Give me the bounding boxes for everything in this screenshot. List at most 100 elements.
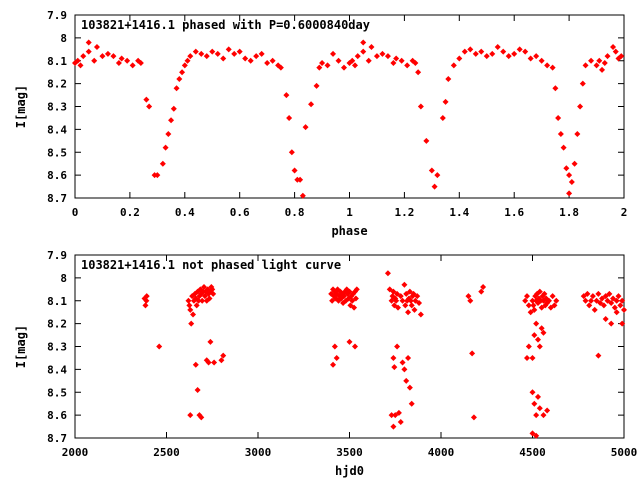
data-point [414,293,421,300]
data-point [401,281,408,288]
data-point [551,302,558,309]
data-point [288,149,295,156]
data-point [80,53,87,60]
data-point [407,297,414,304]
data-point [397,418,404,425]
data-point [168,117,175,124]
data-point [351,62,358,69]
data-point [192,361,199,368]
y-tick-label: 8 [60,272,67,285]
data-point [544,62,551,69]
data-point [500,48,507,55]
x-tick-label: 2500 [153,446,180,459]
data-point [156,343,163,350]
data-point [398,57,405,64]
data-point [461,48,468,55]
data-point [210,290,217,297]
data-point [505,53,512,60]
data-point [390,60,397,67]
data-point [540,329,547,336]
data-point [549,293,556,300]
data-point [403,377,410,384]
data-point [555,114,562,121]
data-point [618,53,625,60]
data-point [621,306,627,313]
data-point [203,53,210,60]
data-point [352,295,359,302]
chart-title: 103821+1416.1 phased with P=0.6000840day [81,18,370,32]
data-point [399,297,406,304]
x-axis-label: hjd0 [335,464,364,478]
data-point [162,144,169,151]
data-point [405,354,412,361]
data-point [416,300,423,307]
data-point [93,44,100,51]
chart-panel-2: 2000 2500 3000 3500 4000 4500 5000 7.9 8 8.1 8.2 8.… [14,249,637,478]
data-point [525,302,532,309]
data-point [390,423,397,430]
y-axis-label: I[mag] [14,325,28,368]
data-point [390,354,397,361]
data-point [529,297,536,304]
y-tick-label: 8 [60,32,67,45]
data-point [596,57,603,64]
x-tick-label: 5000 [611,446,638,459]
y-tick-label: 8.6 [47,169,67,182]
y-tick-label: 8.4 [47,123,67,136]
data-point [593,62,600,69]
data-point [209,48,216,55]
data-point [601,60,608,67]
data-point [612,48,619,55]
data-point [283,92,290,99]
data-point [118,55,125,62]
chart-title: 103821+1416.1 not phased light curve [81,258,341,272]
data-point [360,48,367,55]
data-point [185,297,192,304]
data-point [406,384,413,391]
data-point [393,297,400,304]
data-point [143,293,150,300]
y-tick-label: 8.1 [47,295,67,308]
data-point [595,290,602,297]
data-point [552,85,559,92]
data-point [467,46,474,53]
x-tick-label: 0.8 [285,206,305,219]
data-point [579,80,586,87]
data-point [533,320,540,327]
data-point [353,286,360,293]
data-point [417,103,424,110]
data-point [214,50,221,57]
data-point [193,302,200,309]
data-point [456,55,463,62]
data-point [527,55,534,62]
data-point [85,39,92,46]
x-axis-label: phase [331,224,367,238]
data-point [308,101,315,108]
data-point [181,62,188,69]
data-point [333,354,340,361]
data-point [533,412,540,419]
y-tick-label: 8.5 [47,386,67,399]
data-point [557,130,564,137]
y-tick-label: 7.9 [47,249,67,262]
data-point [415,69,422,76]
x-tick-label: 1.4 [449,206,469,219]
data-point [402,302,409,309]
chart-panel-1: 0 0.2 0.4 0.6 0.8 1 1.2 1.4 1.6 1.8 2 7.9 8 8.1 8.2 8.3… [14,9,627,238]
data-point [534,336,541,343]
data-point [236,48,243,55]
data-point [335,57,342,64]
data-point [316,64,323,71]
data-point [588,297,595,304]
data-point [384,270,391,277]
data-point [423,137,430,144]
data-point [313,82,320,89]
data-point [297,176,304,183]
data-point [540,412,547,419]
data-point [571,160,578,167]
data-point [465,293,472,300]
data-point [608,320,615,327]
data-point [104,50,111,57]
data-point [619,320,626,327]
data-point [577,103,584,110]
